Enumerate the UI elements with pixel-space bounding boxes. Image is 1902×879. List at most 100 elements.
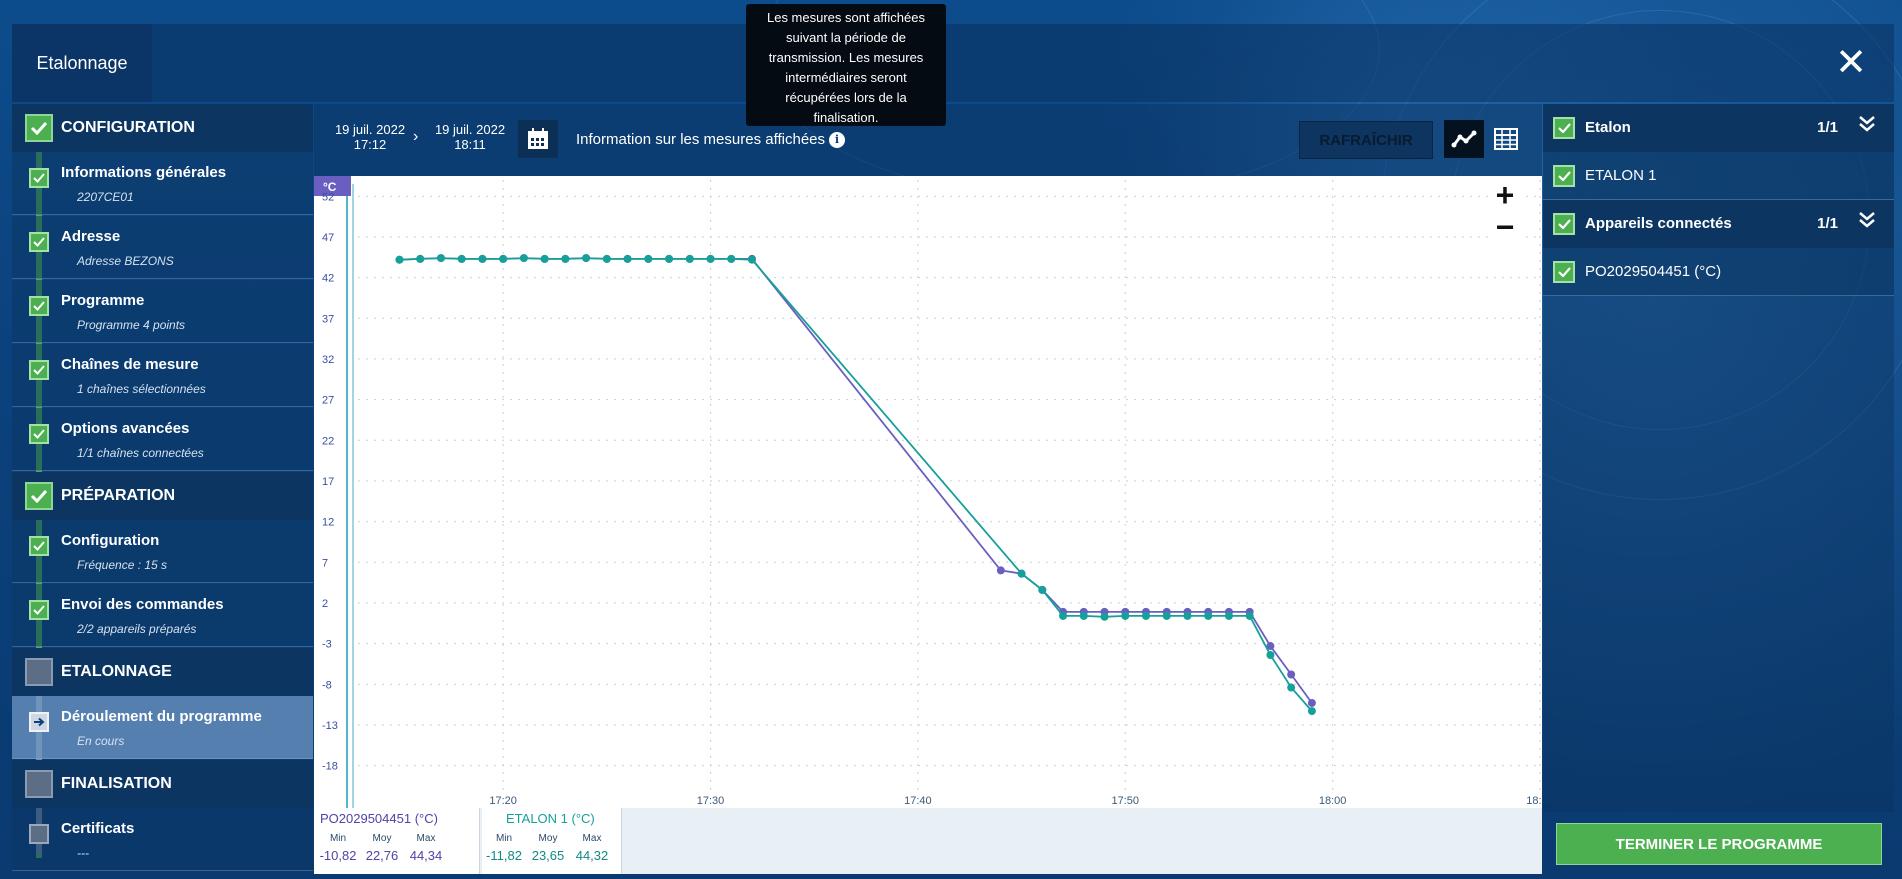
end-time: 18:11	[454, 137, 486, 152]
date-range-start[interactable]: 19 juil. 2022 17:12	[328, 122, 412, 152]
step-options-avancees[interactable]: Options avancées 1/1 chaînes connectées	[12, 408, 313, 471]
check-icon	[29, 296, 49, 316]
item-po2029504451[interactable]: PO2029504451 (°C)	[1543, 248, 1894, 296]
section-label: ETALONNAGE	[61, 663, 172, 680]
item-etalon-1[interactable]: ETALON 1	[1543, 152, 1894, 200]
calendar-icon[interactable]	[518, 120, 558, 158]
step-title: Certificats	[61, 820, 135, 837]
y-tick-label: 27	[322, 395, 334, 407]
start-date: 19 juil. 2022	[334, 122, 406, 137]
data-point	[1307, 707, 1316, 716]
section-etalon[interactable]: Etalon 1/1	[1543, 104, 1894, 152]
y-tick-label: 12	[322, 517, 334, 529]
y-tick-label: -18	[322, 761, 338, 773]
info-icon[interactable]: i	[829, 132, 846, 148]
zoom-in-icon[interactable]: +	[1490, 177, 1520, 213]
check-icon	[25, 482, 53, 510]
data-point	[727, 254, 736, 263]
step-chaines-de-mesure[interactable]: Chaînes de mesure 1 chaînes sélectionnée…	[12, 344, 313, 407]
step-subtitle: ---	[77, 846, 89, 860]
zoom-out-icon[interactable]: −	[1490, 209, 1520, 245]
check-icon	[29, 360, 49, 380]
data-point	[1142, 611, 1150, 620]
step-title: Options avancées	[61, 420, 190, 437]
chevron-right-icon: ›	[413, 128, 419, 145]
y-tick-label: 22	[322, 435, 334, 447]
close-icon[interactable]: ✕	[1835, 42, 1867, 84]
data-point	[1183, 611, 1192, 620]
data-point	[1245, 611, 1254, 620]
stat-max: Max 44,34	[409, 833, 443, 863]
data-point	[1224, 611, 1233, 620]
data-point	[1287, 683, 1296, 692]
section-preparation[interactable]: PRÉPARATION	[12, 472, 313, 520]
section-etalonnage[interactable]: ETALONNAGE	[12, 648, 313, 696]
step-envoi-des-commandes[interactable]: Envoi des commandes 2/2 appareils prépar…	[12, 584, 313, 647]
step-programme[interactable]: Programme Programme 4 points	[12, 280, 313, 343]
data-point	[685, 254, 694, 263]
section-label: Appareils connectés	[1585, 215, 1732, 232]
info-label: Information sur les mesures affichées	[576, 131, 826, 148]
double-chevron-down-icon[interactable]	[1858, 210, 1876, 235]
refresh-button[interactable]: RAFRAÎCHIR	[1299, 121, 1433, 159]
check-icon	[25, 114, 53, 142]
table-view-icon[interactable]	[1486, 120, 1526, 158]
check-icon[interactable]	[1553, 213, 1575, 235]
sidebar: CONFIGURATION Informations générales 220…	[12, 104, 313, 874]
right-panel: Etalon 1/1 ETALON 1 Appareils connectés …	[1543, 104, 1894, 812]
data-point	[1121, 611, 1130, 620]
temperature-chart[interactable]: °C 52 47 42 37 32 27 22 17 12 7 2 -3 -8 -13 -18 17:20 17:…	[314, 176, 1542, 808]
section-count: 1/1	[1817, 215, 1838, 232]
date-range-end[interactable]: 19 juil. 2022 18:11	[428, 122, 512, 152]
step-deroulement-du-programme[interactable]: Déroulement du programme En cours	[12, 696, 313, 759]
stat-max: Max 44,32	[575, 833, 609, 863]
y-axis-band	[314, 176, 348, 808]
data-point	[519, 254, 528, 263]
stat-moy: Moy 23,65	[531, 833, 565, 863]
y-tick-label: 7	[322, 557, 328, 569]
check-icon[interactable]	[1553, 261, 1575, 283]
info-link[interactable]: Information sur les mesures affichées i	[576, 131, 846, 148]
start-time: 17:12	[353, 137, 387, 152]
info-tooltip: Les mesures sont affichées suivant la pé…	[746, 4, 946, 126]
section-appareils-connectes[interactable]: Appareils connectés 1/1	[1543, 200, 1894, 248]
y-tick-label: -8	[322, 679, 332, 691]
step-subtitle: 2207CE01	[77, 190, 134, 204]
check-icon[interactable]	[1553, 165, 1575, 187]
data-point	[644, 254, 653, 263]
data-point	[1204, 611, 1213, 620]
stat-min: Min -11,82	[486, 833, 522, 863]
step-subtitle: 1 chaînes sélectionnées	[77, 382, 206, 396]
header-bar: Etalonnage ✕	[12, 24, 1894, 102]
end-date: 19 juil. 2022	[434, 122, 506, 137]
section-configuration[interactable]: CONFIGURATION	[12, 104, 313, 152]
double-chevron-down-icon[interactable]	[1858, 114, 1876, 139]
check-icon[interactable]	[1553, 117, 1575, 139]
data-point	[1079, 611, 1088, 620]
section-label: CONFIGURATION	[61, 119, 195, 136]
unchecked-box-icon	[25, 658, 53, 686]
step-title: Chaînes de mesure	[61, 356, 199, 373]
data-point	[540, 254, 549, 263]
section-finalisation[interactable]: FINALISATION	[12, 760, 313, 808]
step-certificats[interactable]: Certificats ---	[12, 808, 313, 871]
step-title: Informations générales	[61, 164, 227, 181]
y-tick-label: 2	[322, 598, 328, 610]
x-tick-label: 18:00	[1319, 795, 1347, 807]
check-icon	[29, 600, 49, 620]
x-tick-label: 17:30	[697, 795, 725, 807]
finish-program-button[interactable]: TERMINER LE PROGRAMME	[1556, 823, 1882, 865]
data-point	[416, 254, 425, 263]
check-icon	[29, 168, 49, 188]
section-label: FINALISATION	[61, 775, 172, 792]
section-label: PRÉPARATION	[61, 487, 176, 504]
unit-badge	[314, 176, 351, 196]
step-configuration[interactable]: Configuration Fréquence : 15 s	[12, 520, 313, 583]
step-informations-generales[interactable]: Informations générales 2207CE01	[12, 152, 313, 215]
step-adresse[interactable]: Adresse Adresse BEZONS	[12, 216, 313, 279]
data-point	[602, 254, 611, 263]
item-label: ETALON 1	[1585, 167, 1657, 184]
y-tick-label: 52	[322, 191, 334, 203]
line-chart-view-icon[interactable]	[1444, 120, 1484, 158]
data-point	[457, 254, 466, 263]
